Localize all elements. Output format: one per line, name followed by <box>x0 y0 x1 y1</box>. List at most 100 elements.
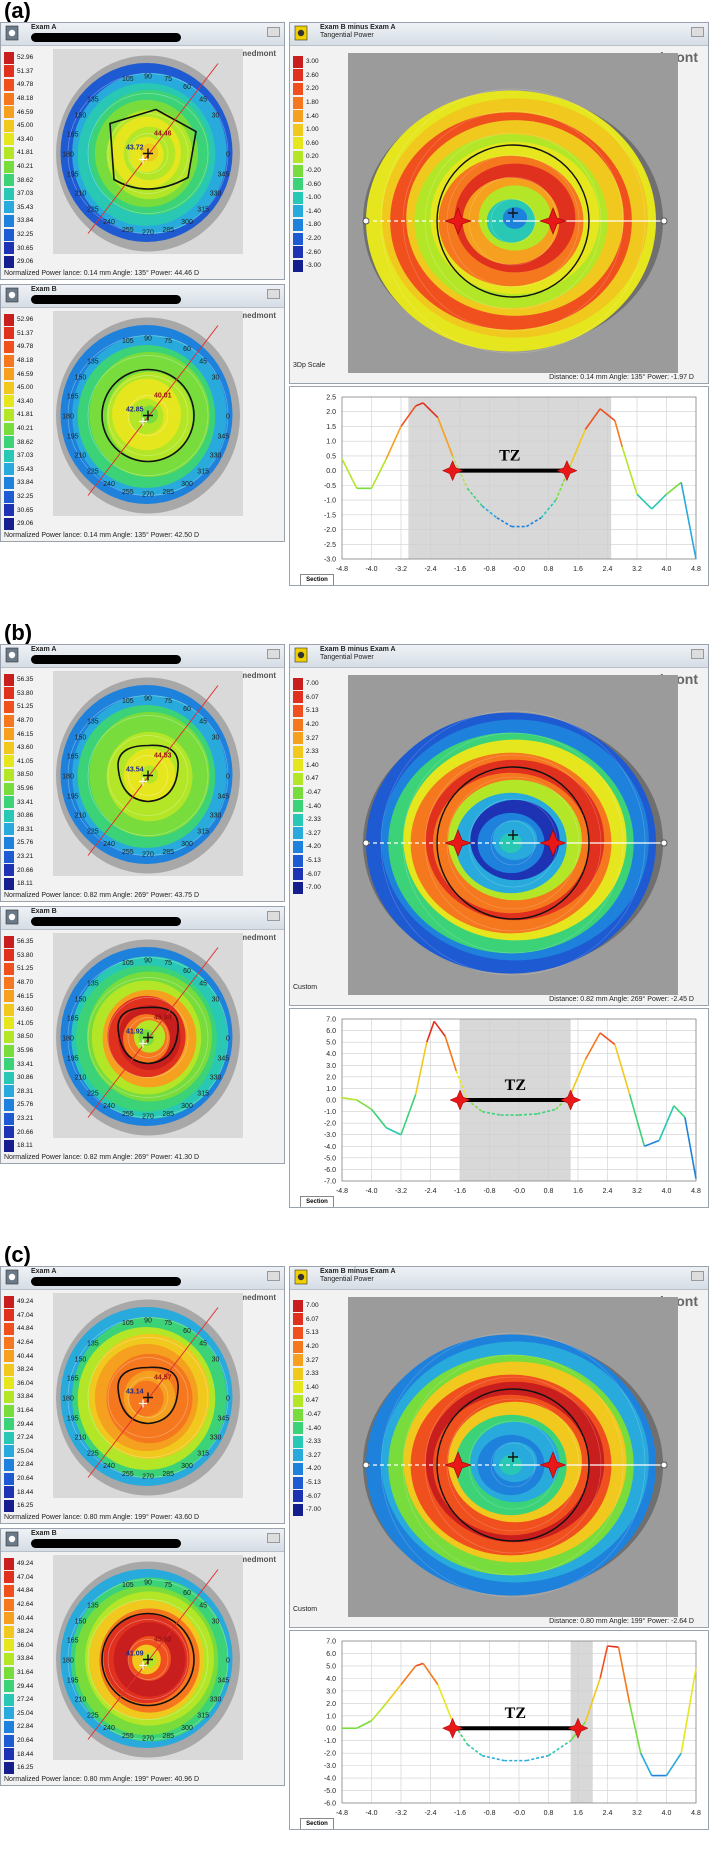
scale-swatch <box>4 1748 14 1761</box>
topography-map[interactable]: 105 90 75 60 45 30 135 150 165 180 195 210 225 240 255… <box>53 311 243 516</box>
scale-value: 46.15 <box>17 992 34 1000</box>
section-profile-chart[interactable]: 2.5 2.0 1.5 1.0 0.5 0.0 -0.5 -1.0 -1.5 -2.0 -2.5 -3… <box>290 387 709 586</box>
scale-value: 0.47 <box>306 775 319 783</box>
panel-title: Exam B minus Exam A <box>320 24 396 31</box>
profile-segment <box>518 1113 538 1116</box>
scale-row: 38.50 <box>4 1030 48 1044</box>
window-button[interactable] <box>691 1271 704 1281</box>
profile-segment <box>400 405 417 427</box>
section-tab[interactable]: Section <box>300 574 334 585</box>
y-tick-label: 6.0 <box>326 1028 336 1035</box>
scale-swatch <box>293 259 303 272</box>
window-button[interactable] <box>267 649 280 659</box>
scale-value: 7.00 <box>306 680 319 688</box>
scale-row: 1.40 <box>293 109 337 123</box>
center-cross <box>508 208 518 218</box>
angle-label: 240 <box>103 1725 115 1732</box>
window-button[interactable] <box>691 27 704 37</box>
x-tick-label: -0.8 <box>483 1188 495 1195</box>
window-button[interactable] <box>267 1271 280 1281</box>
y-tick-label: 6.0 <box>326 1651 336 1658</box>
scale-row: 2.60 <box>293 69 337 83</box>
scale-swatch <box>4 463 14 476</box>
y-tick-label: 1.0 <box>326 1086 336 1093</box>
topography-map[interactable]: 105 90 75 60 45 30 135 150 165 180 195 210 225 240 255… <box>53 1293 243 1498</box>
window-button[interactable] <box>267 911 280 921</box>
y-tick-label: -7.0 <box>324 1179 336 1186</box>
angle-label: 60 <box>183 1590 191 1597</box>
angle-label: 210 <box>75 1075 87 1082</box>
y-tick-label: 2.0 <box>326 409 336 416</box>
scale-swatch <box>293 1354 303 1367</box>
scale-swatch <box>4 962 14 975</box>
difference-map[interactable] <box>348 53 678 373</box>
window-button[interactable] <box>267 27 280 37</box>
topography-map[interactable]: 105 90 75 60 45 30 135 150 165 180 195 210 225 240 255… <box>53 1555 243 1760</box>
angle-label: 285 <box>162 227 174 234</box>
scale-value: 56.35 <box>17 676 34 684</box>
section-tab[interactable]: Section <box>300 1196 334 1207</box>
angle-label: 315 <box>197 1713 209 1720</box>
topography-map[interactable]: 105 90 75 60 45 30 135 150 165 180 195 210 225 240 255… <box>53 933 243 1138</box>
section-profile-chart[interactable]: 7.0 6.0 5.0 4.0 3.0 2.0 1.0 0.0 -1.0 -2.0 -3.0 -4.0… <box>290 1631 709 1830</box>
angle-label: 330 <box>210 813 222 820</box>
scale-swatch <box>4 782 14 795</box>
panel-footer: Normalized Power lance: 0.82 mm Angle: 2… <box>4 1154 200 1161</box>
topography-map[interactable]: 105 90 75 60 45 30 135 150 165 180 195 210 225 240 255… <box>53 49 243 254</box>
peak-value: 45.84 <box>154 1015 172 1022</box>
scale-value: 43.40 <box>17 135 34 143</box>
scale-swatch <box>293 854 303 867</box>
pupil-cross <box>139 155 147 164</box>
x-tick-label: 4.8 <box>691 566 701 573</box>
profile-segment <box>341 458 358 489</box>
redacted-name <box>31 655 181 664</box>
angle-label: 300 <box>181 1463 193 1470</box>
topography-map[interactable]: 105 90 75 60 45 30 135 150 165 180 195 210 225 240 255… <box>53 671 243 876</box>
scale-value: 44.84 <box>17 1325 34 1333</box>
window-button[interactable] <box>267 289 280 299</box>
angle-label: 135 <box>87 1602 99 1609</box>
panel-title: Exam A <box>31 1268 57 1275</box>
scale-value: 18.11 <box>17 880 33 888</box>
x-tick-label: -4.8 <box>336 1188 348 1195</box>
scale-value: 6.07 <box>306 693 319 701</box>
scale-swatch <box>4 864 14 877</box>
difference-map[interactable] <box>348 675 678 995</box>
scale-row: 28.31 <box>4 823 48 837</box>
panel-titlebar: Exam B minus Exam A Tangential Power <box>290 23 708 46</box>
scale-value: 52.96 <box>17 316 34 324</box>
difference-map[interactable] <box>348 1297 678 1617</box>
scale-value: 43.40 <box>17 397 34 405</box>
scale-value: 29.44 <box>17 1420 34 1428</box>
angle-label: 45 <box>199 96 207 103</box>
scale-value: 25.76 <box>17 839 34 847</box>
scale-row: 30.65 <box>4 503 48 517</box>
profile-segment <box>628 1093 646 1147</box>
y-tick-label: -6.0 <box>324 1167 336 1174</box>
scale-swatch <box>4 714 14 727</box>
scale-swatch <box>293 1394 303 1407</box>
scale-row: 37.03 <box>4 449 48 463</box>
panel-footer: Distance: 0.14 mm Angle: 135° Power: -1.… <box>549 374 694 381</box>
scale-swatch <box>4 1404 14 1417</box>
y-tick-label: -3.0 <box>324 1763 336 1770</box>
scale-row: 1.00 <box>293 123 337 137</box>
scale-row: 49.24 <box>4 1295 48 1309</box>
panel-title: Exam B <box>31 908 57 915</box>
x-tick-label: -3.2 <box>395 566 407 573</box>
section-tab[interactable]: Section <box>300 1818 334 1829</box>
pupil-outline <box>117 744 179 803</box>
scale-value: -2.33 <box>306 816 321 824</box>
window-button[interactable] <box>691 649 704 659</box>
angle-label: 195 <box>67 1056 79 1063</box>
x-tick-label: 0.8 <box>544 566 554 573</box>
scale-row: 32.25 <box>4 490 48 504</box>
section-profile-chart[interactable]: 7.0 6.0 5.0 4.0 3.0 2.0 1.0 0.0 -1.0 -2.0 -3.0 -4.0… <box>290 1009 709 1208</box>
angle-label: 105 <box>122 960 134 967</box>
profile-segment <box>639 1752 653 1776</box>
y-tick-label: 2.0 <box>326 1701 336 1708</box>
window-button[interactable] <box>267 1533 280 1543</box>
scale-value: 5.13 <box>306 1329 319 1337</box>
transition-zone-marker <box>539 1451 567 1479</box>
y-tick-label: -1.0 <box>324 1738 336 1745</box>
